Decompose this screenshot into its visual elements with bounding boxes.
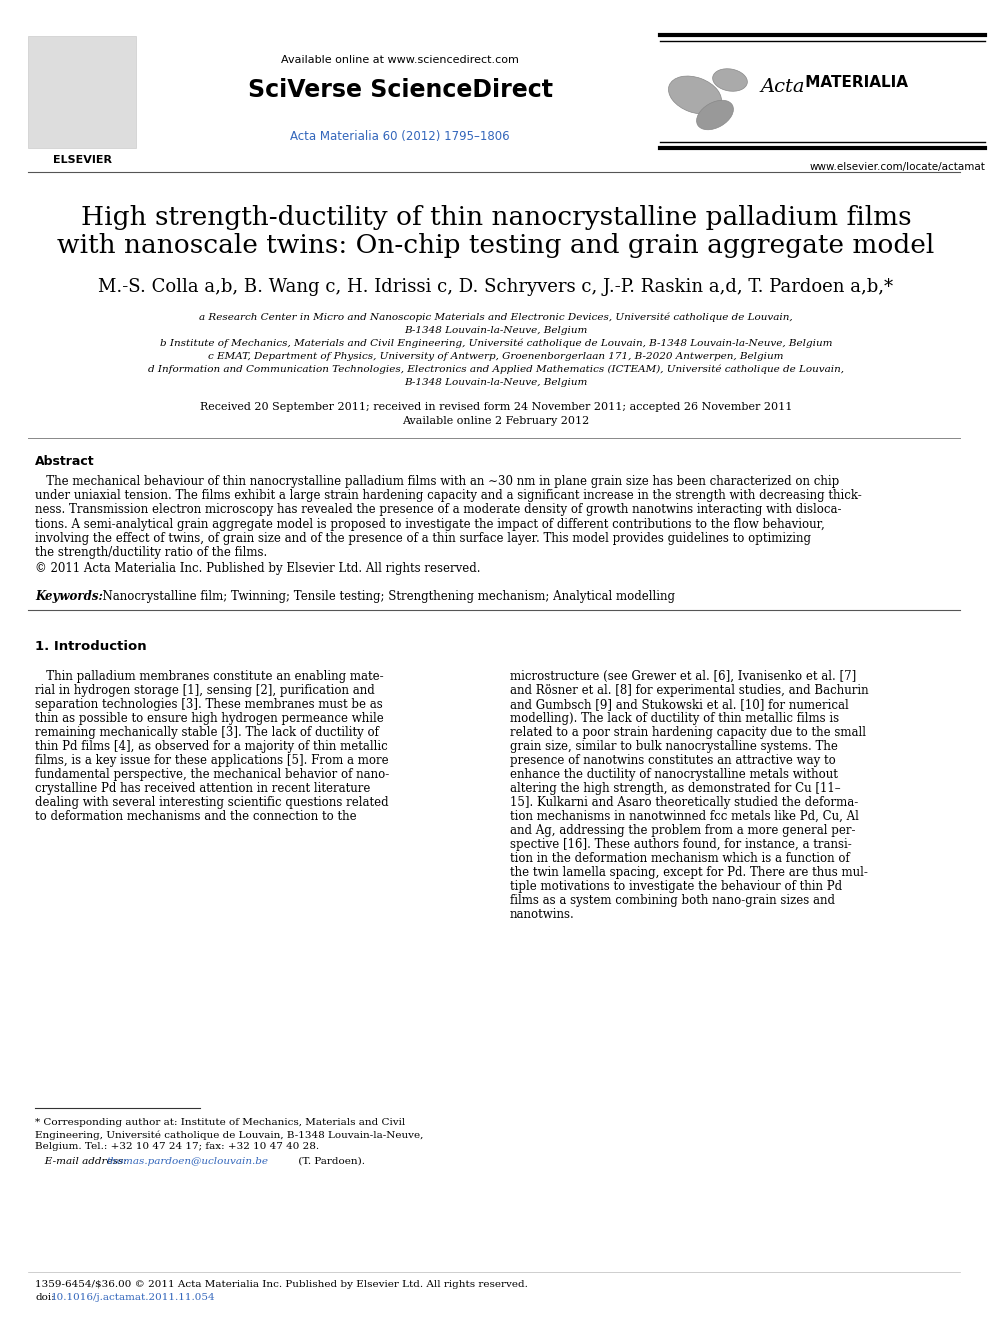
Text: Belgium. Tel.: +32 10 47 24 17; fax: +32 10 47 40 28.: Belgium. Tel.: +32 10 47 24 17; fax: +32… xyxy=(35,1142,319,1151)
Text: * Corresponding author at: Institute of Mechanics, Materials and Civil: * Corresponding author at: Institute of … xyxy=(35,1118,406,1127)
Text: M.-S. Colla a,b, B. Wang c, H. Idrissi c, D. Schryvers c, J.-P. Raskin a,d, T. P: M.-S. Colla a,b, B. Wang c, H. Idrissi c… xyxy=(98,278,894,296)
Text: Acta: Acta xyxy=(760,78,805,97)
Text: films, is a key issue for these applications [5]. From a more: films, is a key issue for these applicat… xyxy=(35,754,389,767)
Text: 1. Introduction: 1. Introduction xyxy=(35,640,147,654)
Text: E-mail address:: E-mail address: xyxy=(35,1158,130,1166)
Bar xyxy=(28,36,136,148)
Text: c EMAT, Department of Physics, University of Antwerp, Groenenborgerlaan 171, B-2: c EMAT, Department of Physics, Universit… xyxy=(208,352,784,361)
Text: Acta Materialia 60 (2012) 1795–1806: Acta Materialia 60 (2012) 1795–1806 xyxy=(291,130,510,143)
Text: Available online 2 February 2012: Available online 2 February 2012 xyxy=(403,415,589,426)
Text: and Rösner et al. [8] for experimental studies, and Bachurin: and Rösner et al. [8] for experimental s… xyxy=(510,684,869,697)
Text: 15]. Kulkarni and Asaro theoretically studied the deforma-: 15]. Kulkarni and Asaro theoretically st… xyxy=(510,796,858,810)
Ellipse shape xyxy=(712,69,747,91)
Ellipse shape xyxy=(669,75,721,114)
Text: rial in hydrogen storage [1], sensing [2], purification and: rial in hydrogen storage [1], sensing [2… xyxy=(35,684,375,697)
Text: SciVerse ScienceDirect: SciVerse ScienceDirect xyxy=(247,78,553,102)
Text: enhance the ductility of nanocrystalline metals without: enhance the ductility of nanocrystalline… xyxy=(510,769,838,781)
Ellipse shape xyxy=(696,101,733,130)
Text: Engineering, Université catholique de Louvain, B-1348 Louvain-la-Neuve,: Engineering, Université catholique de Lo… xyxy=(35,1130,424,1139)
Text: Thin palladium membranes constitute an enabling mate-: Thin palladium membranes constitute an e… xyxy=(35,671,384,683)
Text: microstructure (see Grewer et al. [6], Ivanisenko et al. [7]: microstructure (see Grewer et al. [6], I… xyxy=(510,671,856,683)
Text: B-1348 Louvain-la-Neuve, Belgium: B-1348 Louvain-la-Neuve, Belgium xyxy=(405,378,587,388)
Text: films as a system combining both nano-grain sizes and: films as a system combining both nano-gr… xyxy=(510,894,835,908)
Text: with nanoscale twins: On-chip testing and grain aggregate model: with nanoscale twins: On-chip testing an… xyxy=(58,233,934,258)
Text: tion in the deformation mechanism which is a function of: tion in the deformation mechanism which … xyxy=(510,852,850,865)
Text: remaining mechanically stable [3]. The lack of ductility of: remaining mechanically stable [3]. The l… xyxy=(35,726,379,740)
Text: crystalline Pd has received attention in recent literature: crystalline Pd has received attention in… xyxy=(35,782,370,795)
Text: thomas.pardoen@uclouvain.be: thomas.pardoen@uclouvain.be xyxy=(106,1158,268,1166)
Text: involving the effect of twins, of grain size and of the presence of a thin surfa: involving the effect of twins, of grain … xyxy=(35,532,811,545)
Text: d Information and Communication Technologies, Electronics and Applied Mathematic: d Information and Communication Technolo… xyxy=(148,365,844,374)
Text: 1359-6454/$36.00 © 2011 Acta Materialia Inc. Published by Elsevier Ltd. All righ: 1359-6454/$36.00 © 2011 Acta Materialia … xyxy=(35,1279,528,1289)
Text: dealing with several interesting scientific questions related: dealing with several interesting scienti… xyxy=(35,796,389,810)
Text: tion mechanisms in nanotwinned fcc metals like Pd, Cu, Al: tion mechanisms in nanotwinned fcc metal… xyxy=(510,810,859,823)
Text: related to a poor strain hardening capacity due to the small: related to a poor strain hardening capac… xyxy=(510,726,866,740)
Text: tiple motivations to investigate the behaviour of thin Pd: tiple motivations to investigate the beh… xyxy=(510,880,842,893)
Text: and Gumbsch [9] and Stukowski et al. [10] for numerical: and Gumbsch [9] and Stukowski et al. [10… xyxy=(510,699,849,712)
Text: to deformation mechanisms and the connection to the: to deformation mechanisms and the connec… xyxy=(35,810,357,823)
Text: presence of nanotwins constitutes an attractive way to: presence of nanotwins constitutes an att… xyxy=(510,754,835,767)
Text: The mechanical behaviour of thin nanocrystalline palladium films with an ∼30 nm : The mechanical behaviour of thin nanocry… xyxy=(35,475,839,488)
Text: ness. Transmission electron microscopy has revealed the presence of a moderate d: ness. Transmission electron microscopy h… xyxy=(35,503,841,516)
Text: (T. Pardoen).: (T. Pardoen). xyxy=(295,1158,365,1166)
Text: Nanocrystalline film; Twinning; Tensile testing; Strengthening mechanism; Analyt: Nanocrystalline film; Twinning; Tensile … xyxy=(95,590,675,603)
Text: nanotwins.: nanotwins. xyxy=(510,908,574,921)
Text: Received 20 September 2011; received in revised form 24 November 2011; accepted : Received 20 September 2011; received in … xyxy=(199,402,793,411)
Text: and Ag, addressing the problem from a more general per-: and Ag, addressing the problem from a mo… xyxy=(510,824,855,837)
Text: spective [16]. These authors found, for instance, a transi-: spective [16]. These authors found, for … xyxy=(510,839,852,851)
Text: Available online at www.sciencedirect.com: Available online at www.sciencedirect.co… xyxy=(281,56,519,65)
Text: B-1348 Louvain-la-Neuve, Belgium: B-1348 Louvain-la-Neuve, Belgium xyxy=(405,325,587,335)
Text: © 2011 Acta Materialia Inc. Published by Elsevier Ltd. All rights reserved.: © 2011 Acta Materialia Inc. Published by… xyxy=(35,562,480,576)
Text: b Institute of Mechanics, Materials and Civil Engineering, Université catholique: b Institute of Mechanics, Materials and … xyxy=(160,339,832,348)
Text: www.elsevier.com/locate/actamat: www.elsevier.com/locate/actamat xyxy=(809,161,985,172)
Text: fundamental perspective, the mechanical behavior of nano-: fundamental perspective, the mechanical … xyxy=(35,769,389,781)
Text: separation technologies [3]. These membranes must be as: separation technologies [3]. These membr… xyxy=(35,699,383,712)
Text: the strength/ductility ratio of the films.: the strength/ductility ratio of the film… xyxy=(35,546,267,560)
Text: High strength-ductility of thin nanocrystalline palladium films: High strength-ductility of thin nanocrys… xyxy=(80,205,912,230)
Text: MATERIALIA: MATERIALIA xyxy=(800,75,908,90)
Text: doi:: doi: xyxy=(35,1293,55,1302)
Text: a Research Center in Micro and Nanoscopic Materials and Electronic Devices, Univ: a Research Center in Micro and Nanoscopi… xyxy=(199,314,793,323)
Text: ELSEVIER: ELSEVIER xyxy=(53,155,111,165)
Text: the twin lamella spacing, except for Pd. There are thus mul-: the twin lamella spacing, except for Pd.… xyxy=(510,867,868,880)
Text: Abstract: Abstract xyxy=(35,455,94,468)
Text: Keywords:: Keywords: xyxy=(35,590,103,603)
Text: thin as possible to ensure high hydrogen permeance while: thin as possible to ensure high hydrogen… xyxy=(35,712,384,725)
Text: altering the high strength, as demonstrated for Cu [11–: altering the high strength, as demonstra… xyxy=(510,782,840,795)
Text: tions. A semi-analytical grain aggregate model is proposed to investigate the im: tions. A semi-analytical grain aggregate… xyxy=(35,517,824,531)
Text: 10.1016/j.actamat.2011.11.054: 10.1016/j.actamat.2011.11.054 xyxy=(51,1293,215,1302)
Text: modelling). The lack of ductility of thin metallic films is: modelling). The lack of ductility of thi… xyxy=(510,712,839,725)
Text: grain size, similar to bulk nanocrystalline systems. The: grain size, similar to bulk nanocrystall… xyxy=(510,740,838,753)
Text: under uniaxial tension. The films exhibit a large strain hardening capacity and : under uniaxial tension. The films exhibi… xyxy=(35,490,862,503)
Text: thin Pd films [4], as observed for a majority of thin metallic: thin Pd films [4], as observed for a maj… xyxy=(35,740,388,753)
